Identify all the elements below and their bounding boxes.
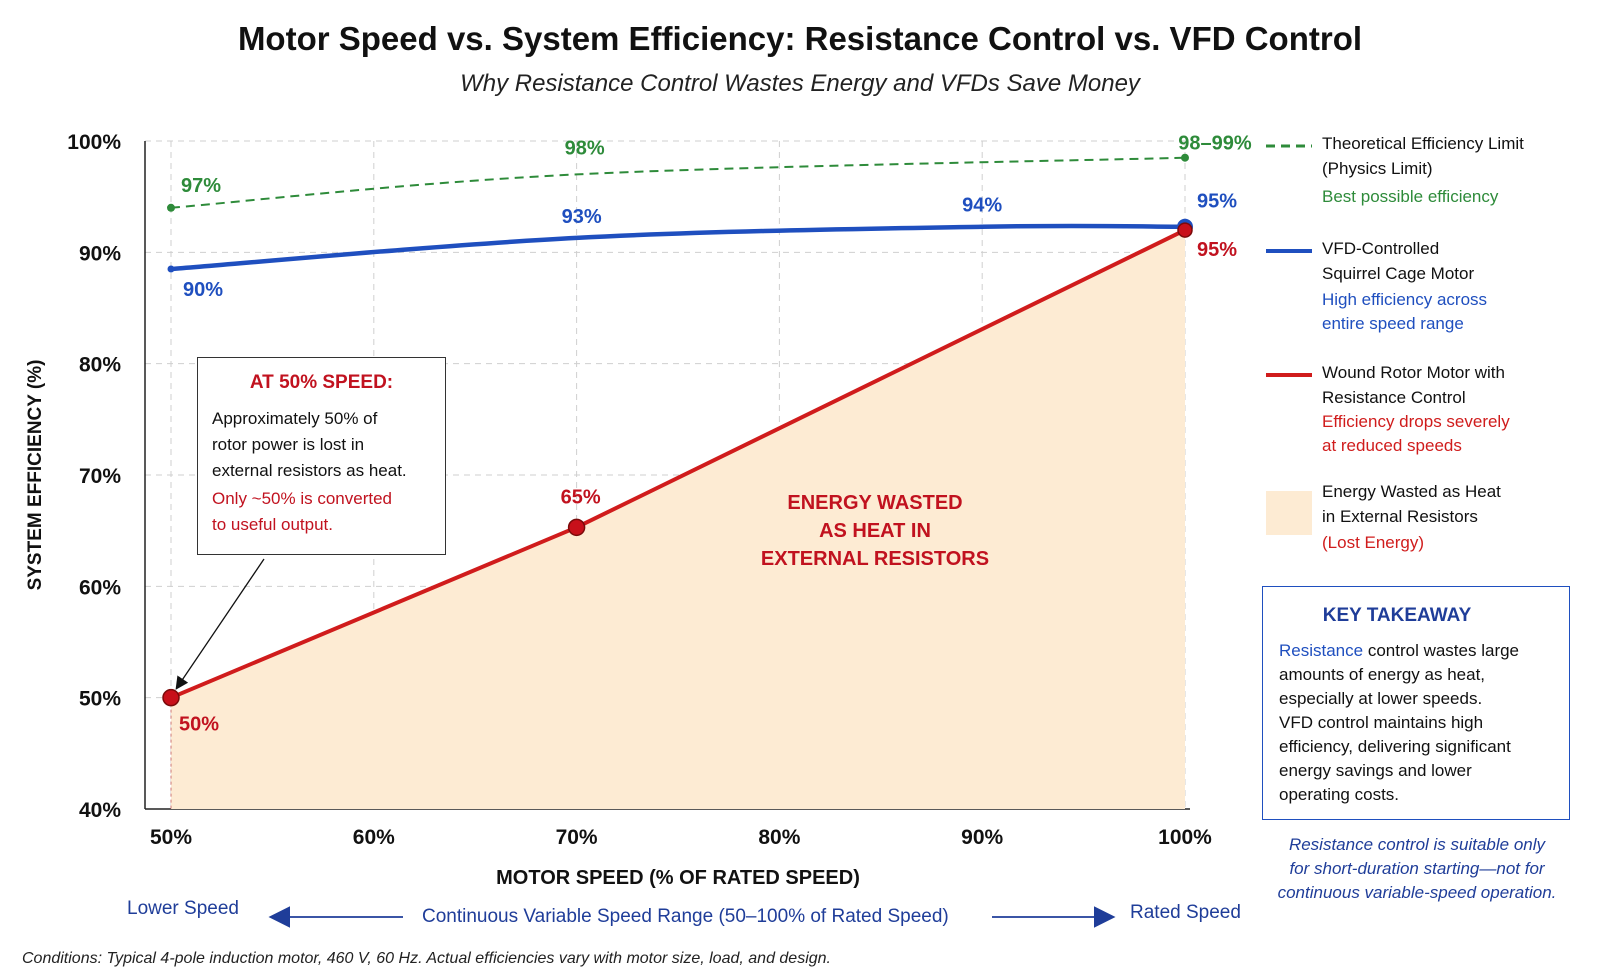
legend-desc: (Lost Energy) [1322, 533, 1425, 552]
x-tick-label: 100% [1158, 826, 1212, 849]
y-tick-label: 60% [79, 576, 121, 599]
callout-title: AT 50% SPEED: [249, 372, 394, 393]
y-tick-label: 70% [79, 465, 121, 488]
range-right-label: Rated Speed [1130, 902, 1241, 923]
y-tick-label: 80% [79, 354, 121, 377]
x-tick-label: 90% [961, 826, 1003, 849]
resistance-data-label: 50% [179, 714, 219, 736]
x-tick-label: 50% [150, 826, 192, 849]
resistance-point [162, 688, 180, 707]
theoretical-data-label: 97% [181, 175, 221, 197]
conditions-footnote: Conditions: Typical 4-pole induction mot… [22, 950, 831, 967]
resistance-data-label: 65% [561, 486, 601, 508]
takeaway-body-text: control wastes large amounts of energy a… [1279, 641, 1520, 804]
range-left-label: Lower Speed [127, 898, 239, 919]
wasted-energy-area [171, 230, 1185, 810]
x-tick-label: 70% [556, 826, 598, 849]
key-takeaway-box: KEY TAKEAWAY Resistance control wastes l… [1262, 586, 1570, 820]
x-tick-label: 80% [758, 826, 800, 849]
energy-wasted-label: ENERGY WASTED AS HEAT IN EXTERNAL RESIST… [760, 492, 990, 570]
callout-body: Approximately 50% of rotor power is lost… [212, 409, 407, 480]
legend-desc: High efficiency across entire speed rang… [1322, 290, 1488, 333]
y-axis-title: SYSTEM EFFICIENCY (%) [25, 360, 46, 591]
theoretical-point [1181, 153, 1189, 162]
takeaway-highlight: Resistance [1279, 641, 1364, 660]
vfd-data-label: 90% [183, 279, 223, 301]
legend-title: Energy Wasted as Heat in External Resist… [1322, 482, 1501, 526]
speed-callout-box: AT 50% SPEED: Approximately 50% of rotor… [197, 357, 446, 555]
legend-title: Theoretical Efficiency Limit (Physics Li… [1322, 134, 1524, 178]
resistance-data-label: 95% [1197, 239, 1237, 261]
theoretical-limit-line [170, 156, 1186, 209]
takeaway-title: KEY TAKEAWAY [1322, 605, 1472, 626]
range-middle-label: Continuous Variable Speed Range (50–100%… [422, 906, 949, 927]
legend-swatch-shaded [1266, 491, 1312, 535]
x-tick-label: 60% [353, 826, 395, 849]
vfd-data-label: 93% [562, 206, 602, 228]
resistance-point [567, 518, 586, 537]
vfd-data-label: 94% [962, 195, 1002, 217]
vfd-data-label: 95% [1197, 191, 1237, 213]
legend-swatch-dashed-green [1266, 144, 1312, 148]
vfd-point [167, 265, 175, 273]
callout-arrow [175, 558, 265, 690]
theoretical-data-label: 98–99% [1178, 133, 1252, 155]
theoretical-data-label: 98% [565, 137, 605, 159]
y-tick-label: 40% [79, 799, 121, 822]
vfd-efficiency-line [168, 223, 1188, 272]
callout-note: Only ~50% is converted to useful output. [212, 489, 393, 534]
legend-swatch-red [1266, 373, 1312, 377]
legend-title: VFD-Controlled Squirrel Cage Motor [1322, 239, 1475, 283]
legend-desc: Best possible efficiency [1322, 187, 1499, 206]
legend-swatch-blue [1266, 249, 1312, 253]
takeaway-note: Resistance control is suitable only for … [1277, 835, 1557, 902]
theoretical-point [167, 203, 175, 212]
legend-desc: Efficiency drops severely at reduced spe… [1322, 412, 1510, 455]
chart-subtitle: Why Resistance Control Wastes Energy and… [460, 70, 1140, 97]
legend-title: Wound Rotor Motor with Resistance Contro… [1322, 363, 1505, 407]
y-tick-label: 50% [79, 688, 121, 711]
y-tick-label: 90% [79, 242, 121, 265]
takeaway-body: Resistance control wastes large amounts … [1279, 639, 1564, 807]
chart-title: Motor Speed vs. System Efficiency: Resis… [237, 20, 1363, 57]
y-tick-label: 100% [67, 131, 121, 154]
resistance-point [1177, 222, 1193, 238]
x-axis-title: MOTOR SPEED (% OF RATED SPEED) [496, 867, 860, 889]
